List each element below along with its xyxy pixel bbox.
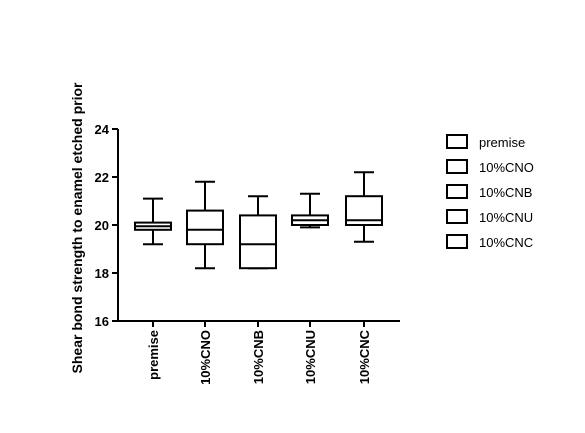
y-tick-label: 22 — [95, 170, 109, 185]
box-iqr — [239, 214, 277, 270]
x-tick-label: 10%CNC — [357, 329, 372, 384]
legend-label: 10%CNO — [479, 160, 534, 175]
x-tick-label: premise — [146, 330, 161, 380]
plot-area — [134, 171, 383, 270]
legend-swatch — [446, 134, 468, 149]
legend-entry: 10%CNB — [446, 184, 532, 200]
x-tick-label: 10%CNO — [198, 330, 213, 385]
y-tick-label: 18 — [95, 266, 109, 281]
legend-entry: 10%CNO — [446, 159, 534, 175]
legend-entry: premise — [446, 134, 525, 150]
legend-label: 10%CNU — [479, 210, 533, 225]
legend-swatch — [446, 184, 468, 199]
x-tick-label: 10%CNU — [303, 330, 318, 384]
box-premise — [134, 197, 172, 246]
legend-label: 10%CNC — [479, 235, 533, 250]
y-axis-label: Shear bond strength to enamel etched pri… — [69, 82, 85, 373]
y-tick-label: 20 — [95, 218, 109, 233]
legend-swatch — [446, 159, 468, 174]
box-10%CNO — [186, 180, 224, 270]
legend: premise 10%CNO 10%CNB 10%CNU 10%CNC — [446, 134, 534, 250]
legend-label: premise — [479, 135, 525, 150]
legend-entry: 10%CNC — [446, 234, 533, 250]
x-tick-label: 10%CNB — [251, 330, 266, 384]
legend-swatch — [446, 209, 468, 224]
box-iqr — [186, 209, 224, 246]
box-10%CNC — [345, 171, 383, 243]
box-10%CNU — [291, 192, 329, 229]
legend-swatch — [446, 234, 468, 249]
y-tick-label: 16 — [95, 314, 109, 329]
y-tick-label: 24 — [95, 122, 110, 137]
legend-entry: 10%CNU — [446, 209, 533, 225]
axes: 16 18 20 22 24 premise 10%CNO 10%CNB 10%CNU 10%CN… — [95, 122, 400, 385]
legend-label: 10%CNB — [479, 185, 532, 200]
box-10%CNB — [239, 195, 277, 270]
